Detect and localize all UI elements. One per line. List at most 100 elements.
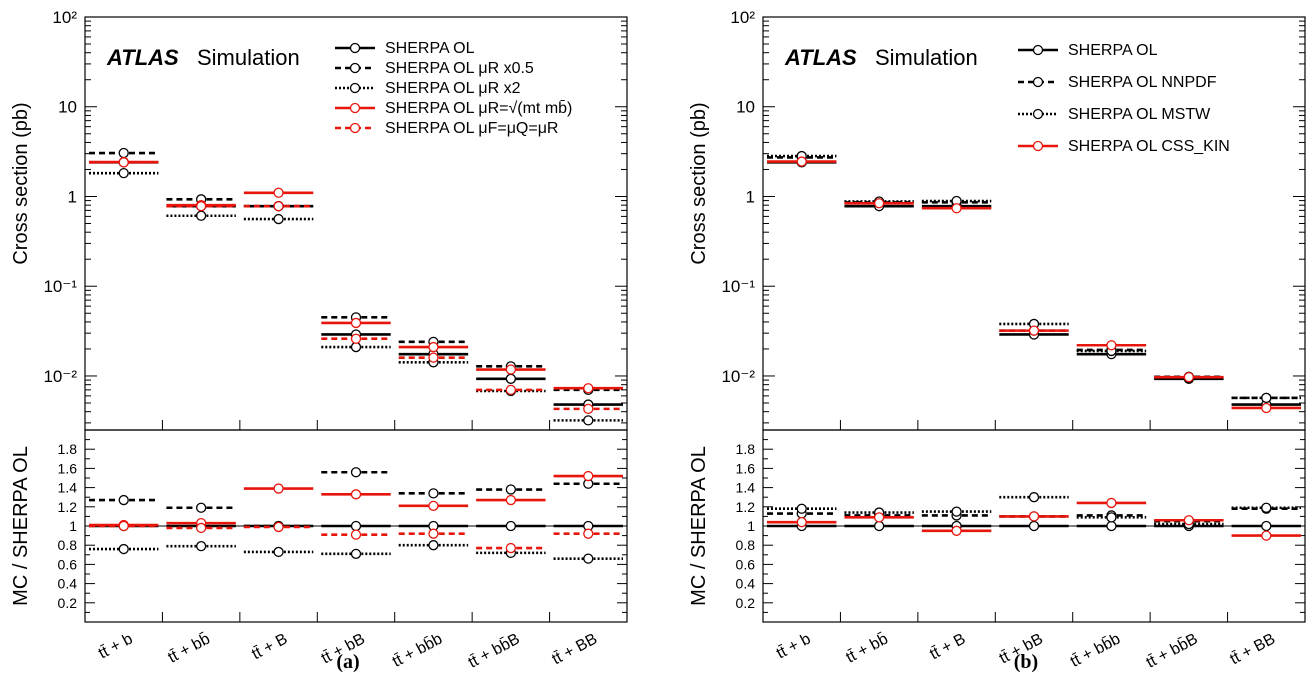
ratio-marker (195, 502, 207, 513)
ratio-marker (583, 470, 594, 482)
data-marker (118, 167, 129, 179)
ratio-marker (118, 520, 129, 532)
legend-marker (349, 122, 361, 134)
ratio-marker (350, 467, 362, 478)
ratio-marker (350, 489, 362, 500)
series-0 (767, 157, 1301, 532)
legend-label: SHERPA OL (385, 40, 475, 57)
atlas-sub-label: Simulation (875, 45, 978, 70)
category-label: tt̄ + BB (549, 631, 600, 669)
category-label: tt̄ + b (774, 630, 814, 662)
y-axis-title: Cross section (pb) (10, 102, 32, 264)
ratio-marker (350, 520, 362, 532)
ratio-marker (1028, 520, 1040, 532)
data-marker (273, 201, 284, 212)
data-marker (505, 384, 517, 396)
category-label: tt̄ + bb̄B (465, 630, 522, 671)
ratio-tick-label: 1.2 (58, 499, 78, 515)
data-marker (1261, 392, 1272, 404)
legend-marker (349, 42, 361, 54)
legend-entry: SHERPA OL NNPDF (1018, 74, 1217, 91)
ratio-marker (428, 528, 439, 539)
ratio-tick-label: 0.2 (58, 595, 78, 611)
y-tick-label: 10⁻² (721, 367, 755, 386)
ratio-marker (873, 512, 885, 523)
ratio-marker (118, 494, 129, 506)
data-marker (583, 383, 594, 394)
data-marker (118, 157, 129, 168)
panel-label: (b) (1014, 651, 1038, 673)
ratio-marker (1261, 502, 1272, 513)
ratio-marker (1106, 520, 1117, 532)
data-marker (583, 415, 594, 426)
legend-label: SHERPA OL μR x0.5 (385, 60, 534, 77)
data-marker (195, 210, 207, 221)
data-marker (1106, 340, 1117, 351)
data-marker (1261, 402, 1272, 414)
y-tick-label: 10⁻² (43, 367, 77, 386)
ratio-marker (428, 540, 439, 551)
y-tick-label: 10 (736, 98, 755, 117)
data-marker (796, 156, 807, 167)
ratio-marker (1261, 530, 1272, 541)
data-marker (951, 203, 962, 214)
legend-entry: SHERPA OL μR x0.5 (335, 60, 534, 77)
ratio-tick-label: 1.6 (58, 460, 78, 476)
ratio-marker (273, 521, 284, 533)
legend-marker (1032, 44, 1044, 56)
category-label: tt̄ + BB (1227, 631, 1278, 669)
legend-label: SHERPA OL CSS_KIN (1068, 138, 1230, 155)
ratio-marker (273, 483, 284, 494)
ratio-tick-label: 1.8 (736, 441, 756, 457)
data-marker (118, 147, 129, 159)
legend-label: SHERPA OL (1068, 42, 1158, 59)
legend-entry: SHERPA OL (335, 40, 475, 57)
data-marker (428, 352, 439, 363)
ratio-marker (951, 506, 962, 517)
y-tick-label: 10² (730, 8, 755, 27)
ratio-marker (1106, 497, 1117, 509)
ratio-tick-label: 0.4 (736, 576, 756, 592)
ratio-tick-label: 0.2 (736, 595, 756, 611)
series-3 (89, 156, 623, 531)
data-marker (350, 341, 362, 353)
ratio-tick-label: 1 (747, 518, 755, 534)
category-label: tt̄ + bb̄B (1143, 630, 1200, 671)
legend-entry: SHERPA OL MSTW (1018, 106, 1211, 123)
atlas-label: ATLAS (784, 45, 857, 70)
ratio-tick-label: 1.8 (58, 441, 78, 457)
ratio-tick-label: 1.4 (736, 480, 756, 496)
ratio-marker (796, 517, 807, 528)
legend-label: SHERPA OL μR x2 (385, 80, 521, 97)
ratio-marker (796, 503, 807, 514)
y-tick-label: 10 (58, 98, 77, 117)
data-marker (1183, 372, 1195, 383)
ratio-marker (195, 541, 207, 552)
ratio-marker (951, 525, 962, 536)
legend-marker (349, 82, 361, 94)
y-axis-title: Cross section (pb) (688, 102, 710, 264)
legend-entry: SHERPA OL μF=μQ=μR (335, 120, 558, 137)
legend-marker (1032, 140, 1044, 152)
atlas-label: ATLAS (106, 45, 179, 70)
legend-label: SHERPA OL μF=μQ=μR (385, 120, 558, 137)
atlas-sub-label: Simulation (197, 45, 300, 70)
data-marker (1028, 325, 1040, 336)
category-label: tt̄ + bb̄b (390, 630, 446, 671)
data-marker (505, 373, 517, 384)
ratio-marker (350, 548, 362, 559)
legend-label: SHERPA OL MSTW (1068, 106, 1211, 123)
series-4 (89, 157, 623, 554)
ratio-marker (1261, 520, 1272, 532)
legend-entry: SHERPA OL CSS_KIN (1018, 138, 1230, 155)
data-marker (350, 333, 362, 344)
ratio-marker (583, 553, 594, 564)
ratio-marker (583, 528, 594, 539)
ratio-tick-label: 1.2 (736, 499, 756, 515)
data-marker (583, 403, 594, 415)
ratio-marker (118, 543, 129, 555)
ratio-tick-label: 0.4 (58, 576, 78, 592)
legend-entry: SHERPA OL μR x2 (335, 80, 521, 97)
category-label: tt̄ + b (96, 630, 136, 662)
legend-marker (349, 102, 361, 114)
